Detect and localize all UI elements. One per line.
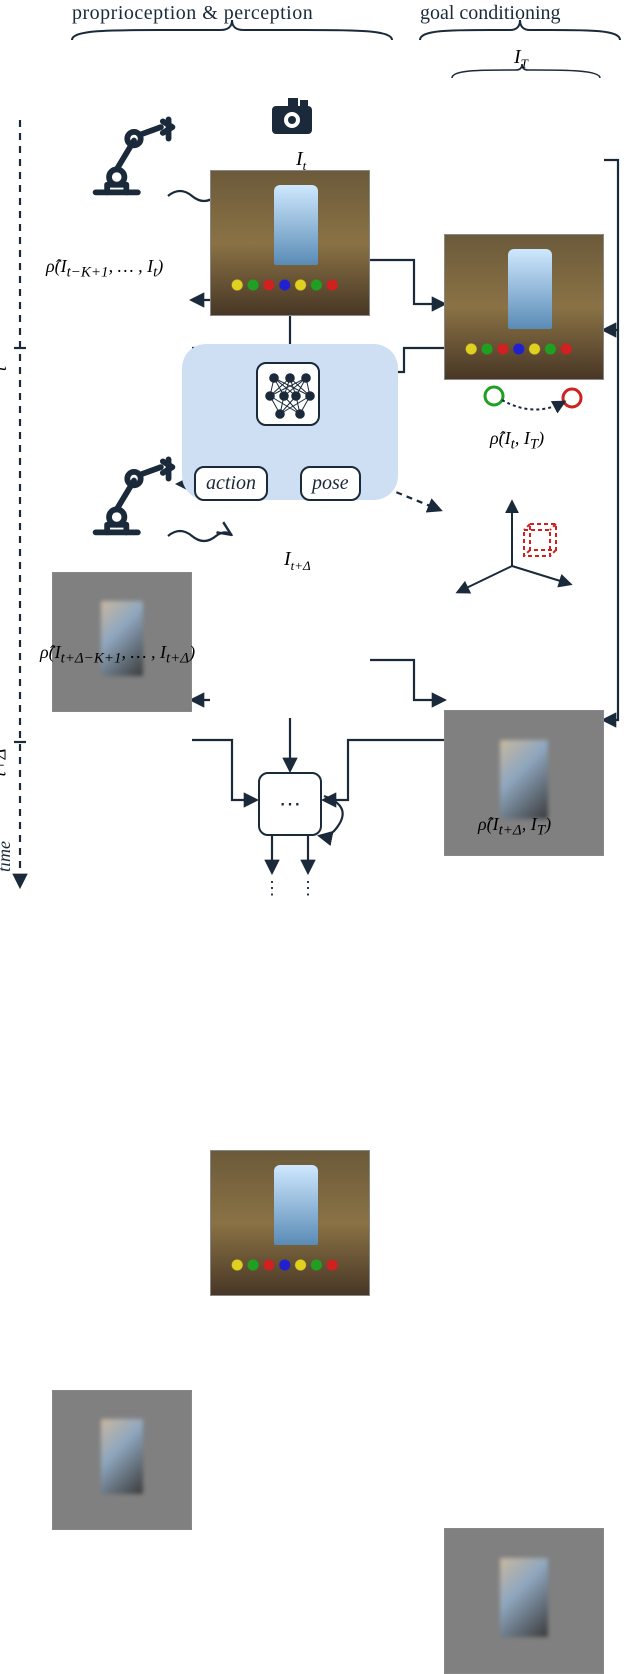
svg-text:⋮: ⋮ — [263, 878, 281, 898]
axes-3d-icon — [458, 502, 570, 592]
robot-arm-icon — [86, 106, 182, 202]
pose-head: pose — [300, 466, 361, 501]
label-rho-hist-t: ρ̂(It−K+1, … , It) — [46, 256, 163, 282]
recurrent-loop-tD — [320, 796, 343, 836]
image-I_t — [210, 170, 370, 316]
tick-t: t — [0, 366, 11, 371]
label-rho-goal-t: ρ̂(It, IT) — [490, 428, 544, 454]
header-left: proprioception & perception — [72, 2, 392, 25]
tick-tD: t+Δ — [0, 749, 10, 777]
image-I_tD — [210, 1150, 370, 1296]
image-I_T — [444, 234, 604, 380]
label-rho-hist-tD: ρ̂(It+Δ−K+1, … , It+Δ) — [40, 642, 195, 668]
rep-goal-tD — [444, 1528, 604, 1674]
policy-network-core-next: ⋯ — [258, 772, 322, 836]
label-I_T: IT — [514, 46, 528, 72]
policy-network-core — [256, 362, 320, 426]
action-head: action — [194, 466, 268, 501]
camera-icon — [270, 96, 324, 138]
header-right: goal conditioning — [420, 2, 630, 25]
goal-marker-t — [485, 387, 581, 410]
label-I_tD: It+Δ — [284, 548, 311, 574]
time-label: time — [0, 841, 15, 872]
robot-arm-icon — [86, 446, 182, 542]
svg-text:⋮: ⋮ — [299, 878, 317, 898]
label-rho-goal-tD: ρ̂(It+Δ, IT) — [478, 814, 551, 840]
time-label-text: time — [0, 841, 14, 872]
rep-history-tD — [52, 1390, 192, 1530]
